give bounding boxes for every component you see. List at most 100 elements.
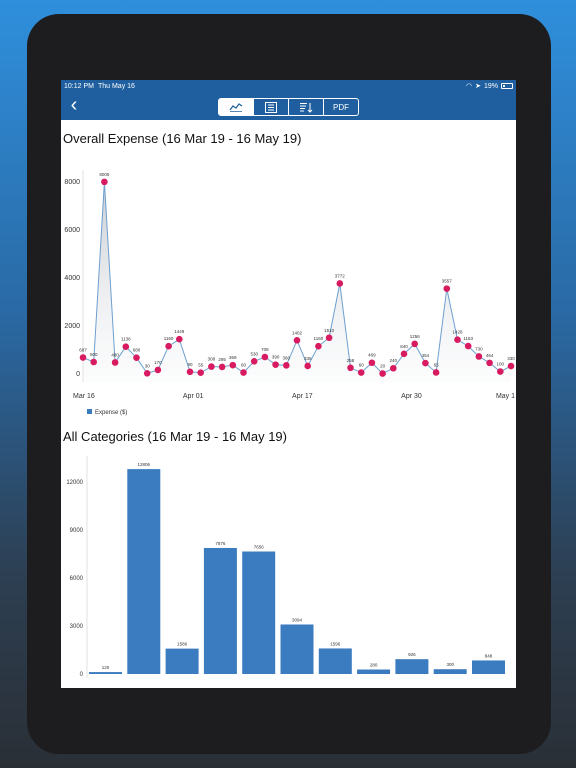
data-point	[90, 358, 97, 366]
data-label: 840	[400, 344, 408, 349]
list-view-button[interactable]	[254, 99, 289, 115]
data-point	[475, 353, 483, 360]
back-button[interactable]: ‹	[65, 94, 83, 116]
sort-button[interactable]	[289, 99, 324, 115]
x-tick-label: Apr 01	[183, 393, 204, 400]
data-point	[336, 280, 344, 287]
data-point	[293, 337, 301, 344]
data-label: 730	[475, 346, 483, 351]
battery-percent: 19%	[483, 82, 498, 90]
data-label: 360	[283, 355, 291, 360]
y-tick-label: 9000	[70, 528, 84, 534]
data-label: 469	[368, 353, 376, 358]
y-tick-label: 3000	[70, 624, 84, 630]
data-point	[101, 178, 108, 186]
data-label: 8005	[99, 172, 110, 177]
data-label: 20	[380, 364, 386, 369]
data-label: 295	[218, 357, 226, 362]
data-label: 1428	[452, 330, 463, 335]
data-label: 258	[347, 358, 355, 363]
category-bar	[127, 469, 161, 674]
category-bar	[242, 551, 276, 674]
data-point	[432, 369, 440, 376]
bar-label: 300	[446, 662, 454, 667]
bar-label: 926	[408, 652, 416, 657]
data-label: 1256	[410, 334, 421, 339]
bar-label: 3094	[292, 617, 303, 622]
legend-swatch	[87, 409, 92, 414]
categories-chart-title: All Categories (16 Mar 19 - 16 May 19)	[63, 429, 287, 444]
view-segmented-control: PDF	[218, 98, 359, 116]
data-point	[304, 362, 311, 370]
status-bar: 10:12 PM Thu May 16 ◠ ➤ 19%	[61, 80, 516, 92]
pdf-button[interactable]: PDF	[333, 102, 349, 112]
y-tick-label: 6000	[64, 227, 80, 234]
data-label: 1449	[174, 329, 185, 334]
data-point	[379, 370, 386, 377]
category-bar	[472, 660, 505, 674]
data-label: 680	[133, 348, 141, 353]
data-point	[464, 342, 472, 350]
data-label: 330	[507, 356, 515, 361]
data-point	[122, 343, 130, 350]
data-label: 1402	[292, 330, 303, 335]
data-point	[454, 336, 461, 344]
data-point	[411, 340, 419, 348]
nav-bar: ‹	[61, 92, 516, 120]
data-label: 1160	[164, 336, 174, 341]
category-bar	[203, 547, 237, 674]
data-point	[133, 354, 140, 361]
data-label: 55	[198, 363, 204, 368]
data-label: 100	[497, 362, 505, 367]
chart-view-button[interactable]	[219, 99, 254, 115]
data-label: 687	[79, 348, 87, 353]
data-label: 240	[390, 358, 398, 363]
data-point	[390, 364, 397, 372]
data-point	[165, 342, 172, 350]
status-date: Thu May 16	[97, 82, 135, 90]
chevron-left-icon: ‹	[70, 94, 78, 116]
bar-label: 1586	[177, 642, 188, 647]
data-label: 500	[90, 352, 98, 357]
line-chart-icon	[229, 103, 243, 112]
data-point	[497, 368, 504, 375]
data-point	[283, 362, 290, 369]
data-label: 60	[241, 363, 247, 368]
data-point	[79, 354, 87, 361]
y-tick-label: 2000	[64, 323, 80, 330]
list-icon	[265, 101, 277, 113]
sort-icon	[300, 102, 313, 113]
expense-chart-title: Overall Expense (16 Mar 19 - 16 May 19)	[63, 131, 302, 146]
data-label: 1163	[463, 336, 473, 341]
bar-label: 280	[370, 663, 378, 668]
category-bar	[165, 648, 199, 674]
data-label: 1510	[324, 328, 335, 333]
data-point	[368, 359, 376, 367]
category-bar	[433, 669, 467, 674]
y-tick-label: 8000	[64, 179, 80, 186]
bar-label: 1596	[330, 641, 341, 646]
data-point	[272, 361, 279, 368]
data-label: 480	[111, 352, 119, 357]
data-label: 65	[434, 362, 440, 367]
bar-label: 120	[102, 665, 110, 670]
category-bar	[89, 672, 122, 674]
data-point	[357, 369, 365, 376]
data-point	[507, 362, 515, 370]
data-point	[250, 357, 258, 365]
data-point	[208, 363, 215, 370]
legend-label: Expense ($)	[95, 410, 127, 416]
data-label: 1138	[121, 337, 131, 342]
data-label: 30	[145, 363, 151, 368]
data-point	[176, 335, 183, 343]
bar-label: 7876	[215, 541, 226, 546]
y-tick-label: 6000	[70, 576, 84, 582]
x-tick-label: Apr 30	[401, 393, 422, 400]
data-point	[186, 368, 194, 376]
wifi-icon: ◠	[466, 83, 473, 90]
data-label: 1160	[314, 336, 324, 341]
data-label: 708	[261, 347, 269, 352]
data-point	[261, 353, 269, 361]
data-label: 308	[208, 357, 216, 362]
y-tick-label: 0	[80, 672, 84, 678]
